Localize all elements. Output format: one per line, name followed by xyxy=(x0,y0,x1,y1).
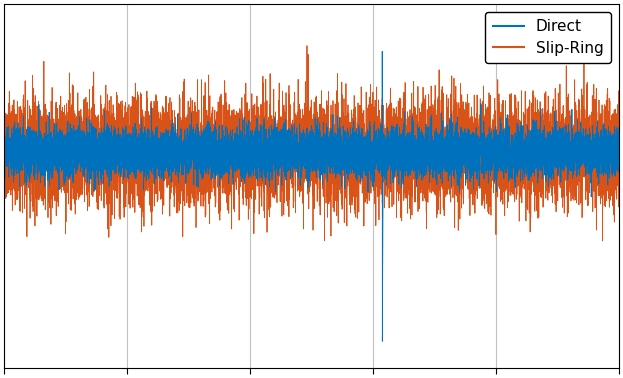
Slip-Ring xyxy=(26,122,34,127)
Legend: Direct, Slip-Ring: Direct, Slip-Ring xyxy=(485,12,611,63)
Direct xyxy=(37,156,45,160)
Slip-Ring xyxy=(599,239,606,243)
Direct xyxy=(121,155,128,159)
Slip-Ring xyxy=(303,43,311,48)
Direct xyxy=(379,339,386,344)
Slip-Ring xyxy=(3,166,11,170)
Line: Direct: Direct xyxy=(4,51,619,341)
Line: Slip-Ring: Slip-Ring xyxy=(4,46,619,241)
Direct xyxy=(1,130,8,135)
Slip-Ring xyxy=(301,119,308,124)
Direct xyxy=(26,180,34,184)
Slip-Ring xyxy=(1,153,8,158)
Slip-Ring xyxy=(615,153,622,157)
Slip-Ring xyxy=(583,178,590,183)
Slip-Ring xyxy=(37,119,45,124)
Direct xyxy=(615,168,622,172)
Direct xyxy=(3,158,11,163)
Direct xyxy=(379,49,386,54)
Direct xyxy=(301,143,308,147)
Direct xyxy=(583,148,590,152)
Slip-Ring xyxy=(121,145,128,150)
